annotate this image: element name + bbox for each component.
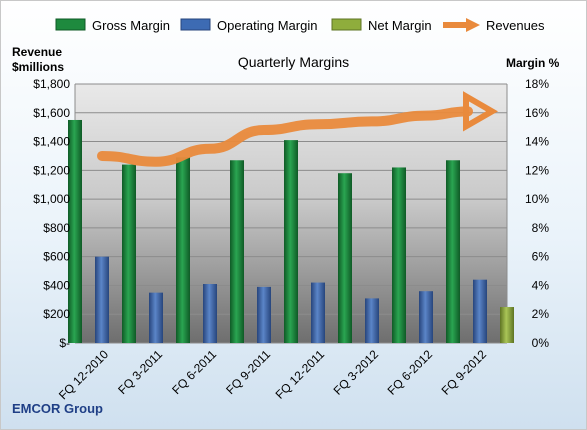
right-tick-label: 16% <box>525 106 549 120</box>
legend-operating-margin-label: Operating Margin <box>217 18 318 33</box>
x-tick-label: FQ 12-2011 <box>273 347 328 402</box>
legend-operating-margin-swatch <box>180 18 211 31</box>
legend-revenues-arrow-icon <box>466 18 480 32</box>
gross-margin-bar <box>230 160 244 343</box>
left-tick-label: $1,600 <box>33 106 70 120</box>
right-tick-label: 12% <box>525 163 549 177</box>
company-name: EMCOR Group <box>12 401 103 416</box>
x-tick-label: FQ 9-2012 <box>439 347 490 398</box>
right-tick-label: 8% <box>532 221 550 235</box>
operating-margin-bar <box>473 279 487 343</box>
left-tick-label: $1,400 <box>33 135 70 149</box>
legend-net-margin-label: Net Margin <box>368 18 432 33</box>
operating-margin-bar <box>203 284 217 343</box>
operating-margin-bar <box>365 298 379 343</box>
left-axis-title: Revenue $millions <box>12 45 64 75</box>
right-tick-label: 18% <box>525 77 549 91</box>
operating-margin-bar <box>257 286 271 343</box>
operating-margin-bar <box>419 291 433 343</box>
right-tick-label: 0% <box>532 336 550 350</box>
right-tick-label: 14% <box>525 135 549 149</box>
gross-margin-bar <box>176 157 190 343</box>
x-tick-label: FQ 3-2011 <box>115 347 165 397</box>
left-tick-label: $1,200 <box>33 163 70 177</box>
x-tick-label: FQ 6-2012 <box>385 347 436 398</box>
gross-margin-bar <box>392 167 406 343</box>
operating-margin-bar <box>311 282 325 343</box>
right-tick-label: 6% <box>532 250 550 264</box>
legend-gross-margin-label: Gross Margin <box>92 18 171 33</box>
chart-title: Quarterly Margins <box>237 54 350 70</box>
gross-margin-bar <box>68 119 82 343</box>
gross-margin-bar <box>284 140 298 343</box>
x-tick-label: FQ 3-2012 <box>331 347 382 398</box>
left-axis-title-line2: $millions <box>12 60 65 74</box>
net-margin-bar <box>500 307 514 343</box>
revenues-arrowhead <box>463 91 499 132</box>
right-tick-label: 10% <box>525 192 549 206</box>
left-tick-label: $1,000 <box>33 192 70 206</box>
gross-margin-bar <box>446 160 460 343</box>
right-tick-label: 4% <box>532 278 550 292</box>
right-tick-label: 2% <box>532 307 550 321</box>
revenues-line <box>97 106 473 167</box>
left-tick-label: $400 <box>43 278 70 292</box>
left-tick-label: $800 <box>43 221 70 235</box>
legend-revenues-label: Revenues <box>486 18 545 33</box>
gross-margin-bar <box>338 173 352 343</box>
left-tick-label: $- <box>59 336 70 350</box>
left-tick-label: $1,800 <box>33 77 70 91</box>
x-tick-label: FQ 9-2011 <box>223 347 273 397</box>
left-axis-title-line1: Revenue <box>12 45 63 59</box>
legend-gross-margin-swatch <box>55 18 86 31</box>
operating-margin-bar <box>95 256 109 343</box>
legend-net-margin-swatch <box>331 18 362 31</box>
x-tick-label: FQ 6-2011 <box>169 347 219 397</box>
x-tick-label: FQ 12-2010 <box>56 347 111 402</box>
right-axis-title: Margin % <box>506 56 560 70</box>
left-tick-label: $600 <box>43 250 70 264</box>
left-tick-label: $200 <box>43 307 70 321</box>
gross-margin-bar <box>122 164 136 343</box>
operating-margin-bar <box>149 292 163 343</box>
